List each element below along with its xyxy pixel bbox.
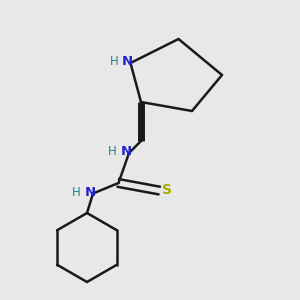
Text: H: H <box>110 55 118 68</box>
Text: S: S <box>161 184 172 197</box>
Text: N: N <box>84 185 96 199</box>
Text: N: N <box>120 145 132 158</box>
Text: H: H <box>72 185 81 199</box>
Text: N: N <box>122 55 133 68</box>
Text: H: H <box>108 145 117 158</box>
